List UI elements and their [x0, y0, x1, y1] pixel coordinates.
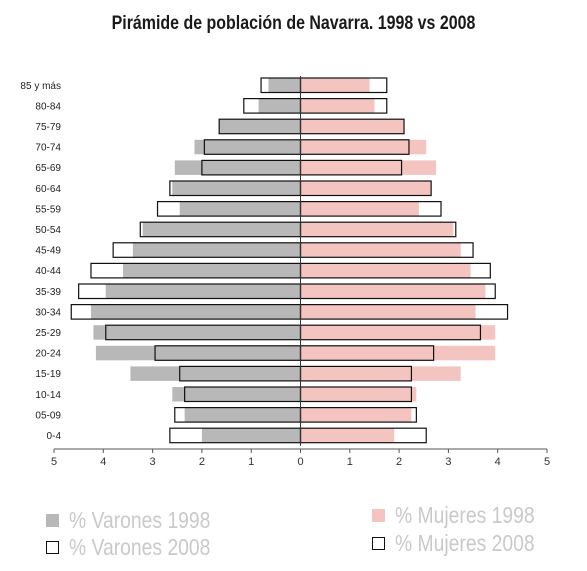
bar-mujeres-1998-20-24: [300, 345, 496, 361]
legend-swatch-varones-1998: [46, 514, 59, 527]
age-label-50-54: 50-54: [35, 225, 61, 236]
x-tick-label-7: 2: [396, 456, 402, 468]
population-pyramid-chart: 5 4 3 2 1 0 1 2 3 4 5 85 y más 80-84 75-79 70-74 65-69…: [20, 76, 550, 468]
legend-item-varones-2008: % Varones 2008: [46, 534, 237, 561]
age-label-70-74: 70-74: [35, 143, 61, 154]
age-label-25-29: 25-29: [35, 328, 61, 339]
age-label-15-19: 15-19: [35, 369, 61, 380]
x-tick-label-1: 4: [100, 456, 106, 468]
bar-mujeres-1998-10-14: [300, 387, 417, 402]
bar-mujeres-1998-60-64: [300, 181, 432, 196]
bar-mujeres-1998-35-39: [300, 284, 486, 299]
age-label-55-59: 55-59: [35, 204, 61, 215]
age-label-45-49: 45-49: [35, 246, 61, 257]
legend-label-mujeres-1998: % Mujeres 1998: [395, 502, 535, 528]
bar-mujeres-1998-50-54: [300, 222, 454, 237]
legend-label-varones-1998: % Varones 1998: [69, 507, 211, 533]
age-label-10-14: 10-14: [35, 390, 61, 401]
bar-mujeres-1998-25-29: [300, 325, 496, 340]
bar-mujeres-1998-85-y-mas: [300, 78, 370, 93]
bar-varones-1998-50-54: [142, 222, 301, 237]
age-label-0-4: 0-4: [47, 431, 62, 442]
bar-varones-1998-35-39: [105, 284, 301, 299]
bar-varones-1998-80-84: [258, 98, 301, 114]
bar-mujeres-1998-55-59: [300, 201, 419, 217]
age-label-80-84: 80-84: [35, 101, 61, 112]
bar-varones-1998-10-14: [172, 387, 301, 402]
legend-swatch-varones-2008: [46, 541, 59, 554]
age-labels: 85 y más 80-84 75-79 70-74 65-69 60-64 55-59 50…: [20, 81, 61, 442]
age-label-05-09: 05-09: [35, 410, 61, 421]
bar-mujeres-1998-75-79: [300, 119, 405, 134]
x-axis: 5 4 3 2 1 0 1 2 3 4 5: [51, 76, 550, 468]
bar-mujeres-1998-15-19: [300, 366, 461, 381]
x-tick-label-8: 3: [445, 456, 451, 468]
legend-item-mujeres-2008: % Mujeres 2008: [372, 530, 561, 557]
bar-mujeres-1998-45-49: [300, 242, 461, 258]
chart-title: Pirámide de población de Navarra. 1998 v…: [111, 13, 476, 34]
age-label-65-69: 65-69: [35, 163, 61, 174]
x-tick-label-9: 4: [495, 456, 501, 468]
age-label-30-34: 30-34: [35, 307, 61, 318]
bar-varones-1998-0-4: [201, 428, 301, 443]
x-tick-label-6: 1: [347, 456, 353, 468]
bar-mujeres-1998-05-09: [300, 407, 412, 423]
x-tick-label-10: 5: [544, 456, 550, 468]
bar-mujeres-1998-30-34: [300, 304, 476, 320]
age-label-75-79: 75-79: [35, 122, 61, 133]
legend-swatch-mujeres-2008: [372, 537, 385, 550]
legend-label-mujeres-2008: % Mujeres 2008: [395, 530, 535, 556]
bar-varones-1998-55-59: [179, 201, 301, 217]
bar-varones-1998-05-09: [184, 407, 301, 423]
bar-varones-1998-30-34: [90, 304, 301, 320]
bar-mujeres-1998-65-69: [300, 160, 437, 175]
bar-mujeres-1998-80-84: [300, 98, 375, 114]
bar-varones-1998-45-49: [132, 242, 301, 258]
bar-varones-1998-75-79: [219, 119, 301, 134]
x-tick-label-2: 3: [150, 456, 156, 468]
bar-varones-1998-70-74: [194, 139, 301, 155]
x-tick-label-4: 1: [248, 456, 254, 468]
legend-item-mujeres-1998: % Mujeres 1998: [372, 502, 561, 529]
legend-swatch-mujeres-1998: [372, 509, 385, 522]
bar-mujeres-1998-70-74: [300, 139, 427, 155]
bar-mujeres-1998-40-44: [300, 263, 471, 278]
bar-varones-1998-40-44: [123, 263, 301, 278]
legend-label-varones-2008: % Varones 2008: [69, 534, 211, 560]
bar-varones-1998-25-29: [93, 325, 301, 340]
bar-varones-1998-65-69: [174, 160, 301, 175]
legend-item-varones-1998: % Varones 1998: [46, 507, 237, 534]
bar-varones-1998-60-64: [172, 181, 301, 196]
age-label-20-24: 20-24: [35, 349, 61, 360]
bars-layer: [70, 77, 509, 444]
x-tick-label-3: 2: [199, 456, 205, 468]
bar-varones-1998-15-19: [130, 366, 301, 381]
x-tick-label-5: 0: [297, 456, 303, 468]
age-label-60-64: 60-64: [35, 184, 61, 195]
bar-varones-1998-20-24: [95, 345, 301, 361]
age-label-40-44: 40-44: [35, 266, 61, 277]
x-tick-label-0: 5: [51, 456, 57, 468]
bar-mujeres-1998-0-4: [300, 428, 395, 443]
age-label-85-y-mas: 85 y más: [20, 81, 61, 92]
bar-varones-1998-85-y-mas: [268, 78, 301, 93]
age-label-35-39: 35-39: [35, 287, 61, 298]
